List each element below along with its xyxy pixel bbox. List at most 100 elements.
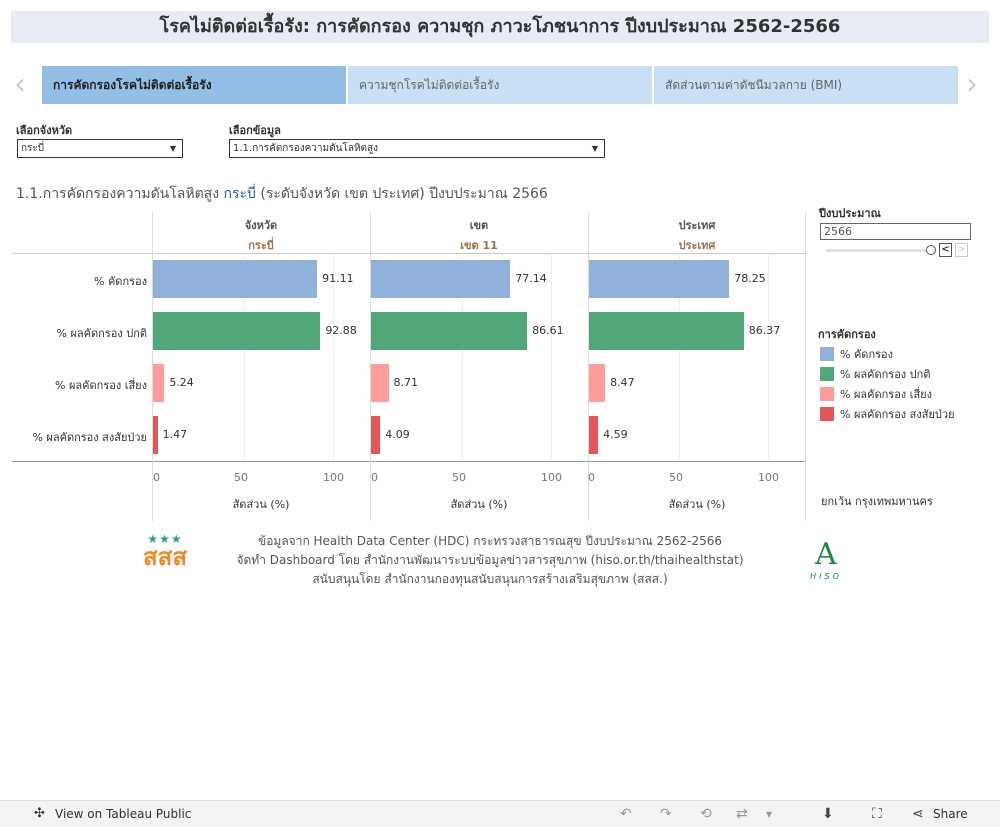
year-input[interactable]: 2566 [820, 223, 971, 240]
x-axis-title: สัดส่วน (%) [232, 498, 290, 511]
note-text: ยกเว้น กรุงเทพมหานคร [821, 495, 933, 508]
legend-label: % คัดกรอง [840, 348, 893, 361]
footer-credits: ข้อมูลจาก Health Data Center (HDC) กระทร… [220, 532, 760, 589]
column-header: จังหวัด [244, 219, 278, 232]
data-select[interactable]: 1.1.การคัดกรองความดันโลหิตสูง ▼ [229, 139, 605, 158]
tab-screening[interactable]: การคัดกรองโรคไม่ติดต่อเรื้อรัง [42, 66, 346, 104]
undo-icon[interactable]: ↶ [620, 806, 632, 822]
legend-swatch [820, 387, 834, 401]
tableau-toolbar: ✣ View on Tableau Public ↶ ↷ ⟲ ⇄ ▼ ⬇ ⛶ ⋖… [0, 800, 1000, 827]
x-tick-label: 100 [758, 471, 779, 484]
x-axis-line [12, 461, 805, 462]
category-label: % ผลคัดกรอง เสี่ยง [55, 379, 147, 392]
legend-label: % ผลคัดกรอง เสี่ยง [840, 388, 932, 401]
data-label: 5.24 [169, 376, 194, 389]
legend-item[interactable]: % ผลคัดกรอง สงสัยป่วย [820, 405, 955, 423]
view-on-tableau-link[interactable]: View on Tableau Public [55, 807, 192, 821]
x-tick-label: 50 [669, 471, 683, 484]
gridline [462, 253, 463, 461]
revert-icon[interactable]: ⟲ [700, 806, 712, 822]
panel-divider [152, 212, 153, 521]
tab-next-icon[interactable]: › [966, 67, 978, 102]
hiso-logo: A HISO [810, 537, 842, 582]
refresh-dropdown-icon[interactable]: ▼ [766, 810, 773, 819]
category-label: % ผลคัดกรอง สงสัยป่วย [32, 431, 147, 444]
legend-swatch [820, 347, 834, 361]
fullscreen-icon[interactable]: ⛶ [872, 806, 882, 822]
bar [589, 260, 730, 298]
bar [153, 312, 321, 350]
bar [153, 260, 318, 298]
bar [589, 416, 599, 454]
panel-divider [370, 212, 371, 521]
bar [371, 312, 528, 350]
refresh-icon[interactable]: ⇄ [736, 806, 748, 822]
legend-swatch [820, 367, 834, 381]
gridline [768, 253, 769, 461]
gridline [679, 253, 680, 461]
x-tick-label: 0 [153, 471, 160, 484]
data-filter-label: เลือกข้อมูล [229, 124, 281, 137]
x-tick-label: 50 [234, 471, 248, 484]
x-tick-label: 50 [452, 471, 466, 484]
subtitle-text: 1.1.การคัดกรองความดันโลหิตสูง [16, 186, 224, 202]
column-subheader: เขต 11 [460, 239, 498, 252]
year-next-button[interactable]: > [955, 243, 968, 257]
footer-line: สนับสนุนโดย สำนักงานกองทุนสนับสนุนการสร้… [312, 572, 668, 586]
legend-label: % ผลคัดกรอง สงสัยป่วย [840, 408, 955, 421]
legend-title: การคัดกรอง [818, 328, 876, 341]
subtitle-province: กระบี่ [223, 186, 256, 202]
download-icon[interactable]: ⬇ [822, 806, 834, 822]
data-label: 86.37 [748, 324, 781, 337]
gridline [551, 253, 552, 461]
tab-bmi[interactable]: สัดส่วนตามค่าดัชนีมวลกาย (BMI) [654, 66, 958, 104]
bar [371, 364, 389, 402]
category-label: % ผลคัดกรอง ปกติ [56, 327, 147, 340]
column-subheader: กระบี่ [248, 239, 274, 252]
legend-item[interactable]: % ผลคัดกรอง เสี่ยง [820, 385, 932, 403]
year-slider[interactable] [826, 249, 930, 252]
data-label: 8.71 [393, 376, 419, 389]
chart-subtitle: 1.1.การคัดกรองความดันโลหิตสูง กระบี่ (ระ… [16, 183, 548, 205]
province-select[interactable]: กระบี่ ▼ [17, 139, 183, 158]
subtitle-suffix: (ระดับจังหวัด เขต ประเทศ) ปีงบประมาณ 256… [255, 186, 548, 202]
data-label: 77.14 [515, 272, 547, 285]
x-tick-label: 100 [323, 471, 344, 484]
data-label: 92.88 [325, 324, 357, 337]
column-header: เขต [469, 219, 489, 232]
year-prev-button[interactable]: < [939, 243, 952, 257]
bar [153, 364, 165, 402]
bar [589, 312, 744, 350]
tab-prev-icon[interactable]: ‹ [14, 67, 26, 102]
x-tick-label: 0 [371, 471, 378, 484]
x-tick-label: 0 [588, 471, 595, 484]
panel-divider [805, 212, 806, 521]
column-subheader: ประเทศ [678, 239, 716, 252]
province-filter-label: เลือกจังหวัด [16, 124, 73, 137]
data-label: 4.59 [603, 428, 628, 441]
footer-line: ข้อมูลจาก Health Data Center (HDC) กระทร… [258, 534, 722, 548]
tab-prevalence[interactable]: ความชุกโรคไม่ติดต่อเรื้อรัง [348, 66, 652, 104]
bar [371, 416, 381, 454]
legend-item[interactable]: % ผลคัดกรอง ปกติ [820, 365, 930, 383]
data-select-value: 1.1.การคัดกรองความดันโลหิตสูง [233, 143, 379, 154]
data-label: 4.09 [385, 428, 410, 441]
tableau-icon: ✣ [34, 806, 45, 821]
thaihealth-logo: ★★★ สสส [143, 532, 187, 571]
data-label: 8.47 [610, 376, 635, 389]
data-label: 78.25 [734, 272, 766, 285]
data-label: 1.47 [162, 428, 188, 441]
x-axis-title: สัดส่วน (%) [450, 498, 508, 511]
share-icon[interactable]: ⋖ [912, 806, 924, 822]
x-axis-title: สัดส่วน (%) [668, 498, 726, 511]
bar [371, 260, 511, 298]
legend-item[interactable]: % คัดกรอง [820, 345, 893, 363]
slider-handle[interactable] [926, 245, 936, 255]
x-tick-label: 100 [541, 471, 562, 484]
share-button[interactable]: Share [933, 807, 968, 821]
year-filter-label: ปีงบประมาณ [819, 207, 881, 220]
dropdown-arrow-icon: ▼ [591, 144, 598, 153]
bar [153, 416, 158, 454]
legend-label: % ผลคัดกรอง ปกติ [840, 368, 931, 381]
redo-icon[interactable]: ↷ [660, 806, 672, 822]
